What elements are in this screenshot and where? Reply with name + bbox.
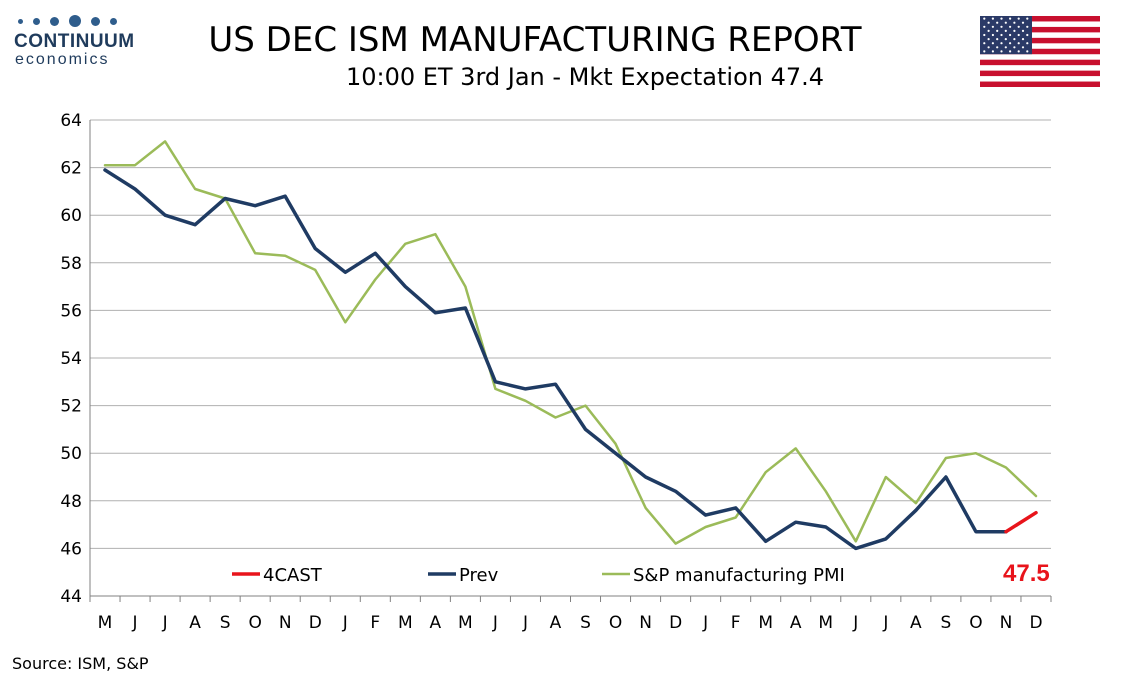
x-tick-label: J xyxy=(492,613,498,633)
legend: 4CAST Prev S&P manufacturing PMI xyxy=(232,565,845,586)
y-tick-label: 58 xyxy=(60,254,82,274)
company-logo: CONTINUUM economics xyxy=(14,14,144,68)
x-tick-label: J xyxy=(342,613,348,633)
x-tick-label: A xyxy=(430,613,442,633)
y-tick-label: 44 xyxy=(60,587,82,607)
x-tick-label: N xyxy=(1000,613,1013,633)
source-note: Source: ISM, S&P xyxy=(12,654,149,673)
x-tick-label: M xyxy=(98,613,113,633)
x-tick-label: A xyxy=(189,613,201,633)
y-tick-label: 60 xyxy=(60,206,82,226)
x-tick-label: O xyxy=(609,613,622,633)
logo-dots xyxy=(18,14,144,28)
chart-title: US DEC ISM MANUFACTURING REPORT xyxy=(208,20,862,60)
x-tick-label: M xyxy=(398,613,413,633)
series-line-s-p-manufacturing-pmi xyxy=(103,140,1038,545)
series-lines xyxy=(103,140,1038,551)
x-tick-label: M xyxy=(818,613,833,633)
legend-label: Prev xyxy=(459,565,499,586)
forecast-annotation: 47.5 xyxy=(1003,560,1050,587)
series-line-prev xyxy=(103,168,1008,551)
x-tick-label: F xyxy=(731,613,741,633)
x-tick-label: J xyxy=(702,613,708,633)
x-tick-label: O xyxy=(248,613,261,633)
x-tick-label: M xyxy=(458,613,473,633)
x-tick-label: J xyxy=(132,613,138,633)
x-tick-label: M xyxy=(758,613,773,633)
y-tick-label: 46 xyxy=(60,539,82,559)
x-tick-label: S xyxy=(940,613,951,633)
x-tick-label: S xyxy=(220,613,231,633)
legend-label: 4CAST xyxy=(263,565,323,586)
x-tick-label: N xyxy=(279,613,292,633)
x-tick-label: N xyxy=(639,613,652,633)
legend-label: S&P manufacturing PMI xyxy=(633,565,845,586)
x-tick-label: A xyxy=(790,613,802,633)
x-tick-label: J xyxy=(882,613,888,633)
y-tick-label: 64 xyxy=(60,111,82,131)
chart-subtitle: 10:00 ET 3rd Jan - Mkt Expectation 47.4 xyxy=(345,63,825,91)
x-tick-label: J xyxy=(522,613,528,633)
y-tick-label: 54 xyxy=(60,349,82,369)
logo-name: CONTINUUM xyxy=(14,31,135,52)
grid-lines xyxy=(90,119,1051,549)
x-tick-label: S xyxy=(580,613,591,633)
y-tick-label: 62 xyxy=(60,159,82,179)
x-tick-label: D xyxy=(669,613,682,633)
x-tick-label: D xyxy=(1029,613,1042,633)
series-line-4cast xyxy=(1004,510,1038,534)
x-tick-label: F xyxy=(370,613,380,633)
y-tick-label: 56 xyxy=(60,301,82,321)
x-tick-label: D xyxy=(309,613,322,633)
y-tick-label: 48 xyxy=(60,492,82,512)
x-tick-label: J xyxy=(852,613,858,633)
x-tick-label: J xyxy=(162,613,168,633)
x-tick-label: O xyxy=(969,613,982,633)
y-tick-label: 50 xyxy=(60,444,82,464)
us-flag-icon xyxy=(980,16,1100,87)
logo-sub: economics xyxy=(15,51,110,68)
x-tick-label: A xyxy=(550,613,562,633)
x-tick-label: A xyxy=(910,613,922,633)
y-tick-label: 52 xyxy=(60,397,82,417)
